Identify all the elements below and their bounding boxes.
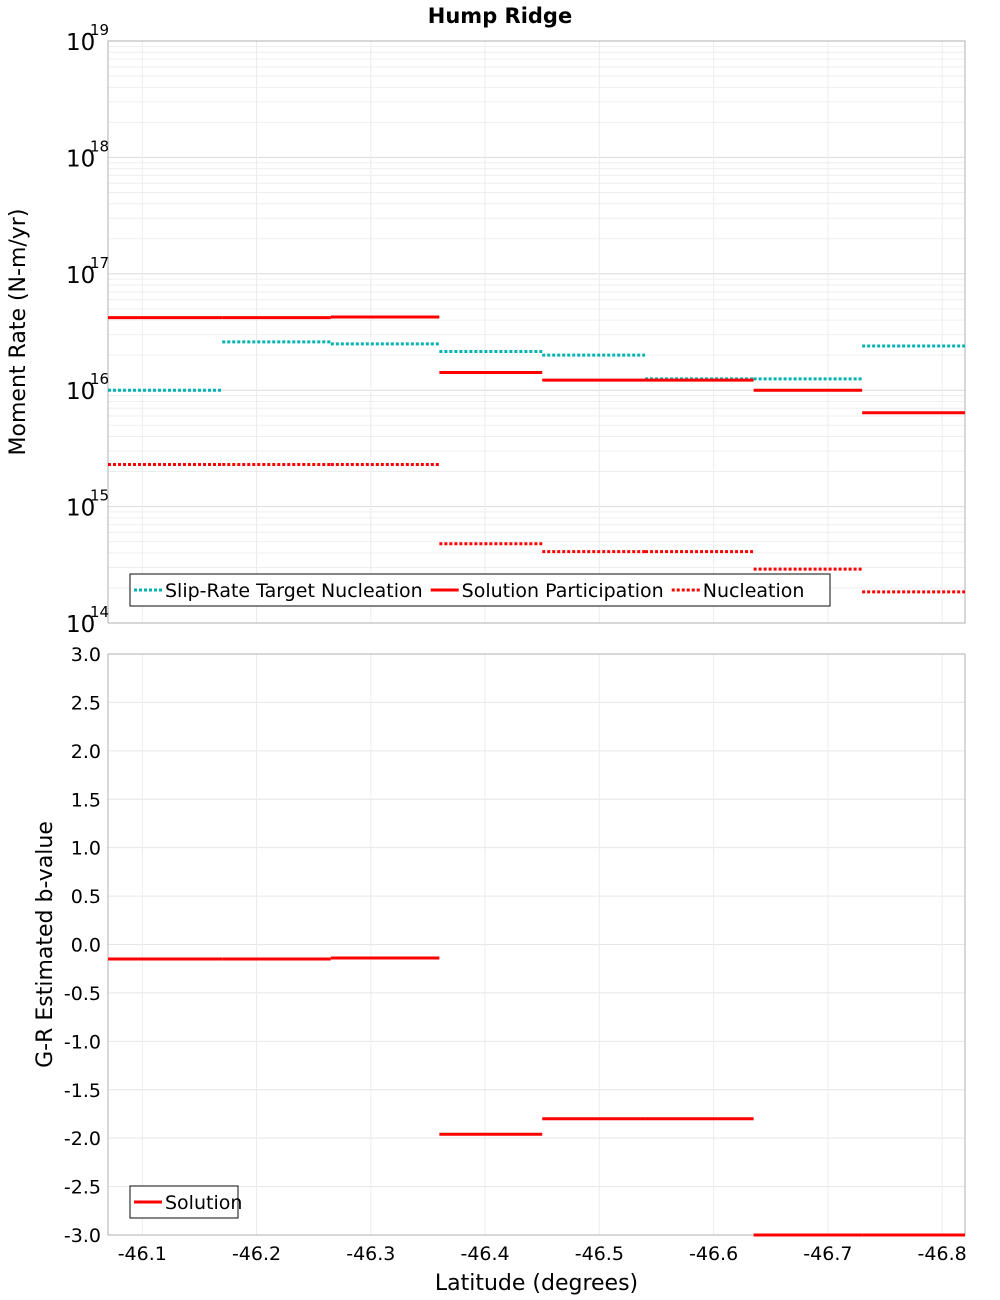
y-tick-label: 3.0 xyxy=(71,644,101,666)
legend-label: Solution Participation xyxy=(462,580,664,602)
y-tick-label: 10 xyxy=(66,146,95,172)
plot-frame xyxy=(107,40,966,624)
y-tick-label: 10 xyxy=(66,496,95,522)
y-tick-label: 0.5 xyxy=(71,886,101,908)
y-tick-label: -1.0 xyxy=(64,1031,101,1053)
legend-label: Solution xyxy=(165,1192,242,1214)
x-axis: -46.1 -46.2 -46.3 -46.4 -46.5 -46.6 -46.7 -46.8… xyxy=(118,1243,967,1296)
y-tick-label: -0.5 xyxy=(64,983,101,1005)
x-tick-label: -46.7 xyxy=(803,1243,852,1265)
y-axis-label: G-R Estimated b-value xyxy=(33,821,58,1068)
legend: Solution xyxy=(129,1185,242,1219)
x-axis-label: Latitude (degrees) xyxy=(435,1271,638,1296)
plot-area xyxy=(108,41,965,623)
y-tick-label: 0.0 xyxy=(71,935,101,957)
legend-label: Nucleation xyxy=(703,580,805,602)
x-tick-label: -46.4 xyxy=(460,1243,509,1265)
y-tick-exponent: 14 xyxy=(90,603,109,621)
y-tick-label: 10 xyxy=(66,263,95,289)
x-tick-label: -46.1 xyxy=(118,1243,167,1265)
legend: Slip-Rate Target Nucleation Solution Part… xyxy=(129,573,831,607)
series-nucleation xyxy=(108,462,965,594)
y-tick-exponent: 15 xyxy=(90,487,109,505)
series-solution-participation xyxy=(108,315,965,415)
x-tick-label: -46.3 xyxy=(346,1243,395,1265)
x-tick-label: -46.2 xyxy=(232,1243,281,1265)
series-solution xyxy=(108,956,965,1237)
b-value-panel: 3.0 2.5 2.0 1.5 1.0 0.5 0.0 -0.5 -1.0 -1.5 -2.0 -2.… xyxy=(33,644,966,1247)
y-tick-label: -1.5 xyxy=(64,1080,101,1102)
y-tick-label: 1.5 xyxy=(71,789,101,811)
x-tick-label: -46.5 xyxy=(575,1243,624,1265)
y-tick-exponent: 19 xyxy=(90,21,109,39)
legend-box xyxy=(129,573,831,607)
y-tick-label: -2.0 xyxy=(64,1128,101,1150)
y-tick-label: 10 xyxy=(66,379,95,405)
y-axis-label: Moment Rate (N-m/yr) xyxy=(6,209,31,456)
x-tick-label: -46.8 xyxy=(918,1243,967,1265)
y-tick-exponent: 17 xyxy=(90,254,109,272)
chart-title: Hump Ridge xyxy=(428,4,572,28)
y-tick-label: 2.5 xyxy=(71,692,101,714)
y-tick-label: 10 xyxy=(66,30,95,56)
y-tick-exponent: 16 xyxy=(90,370,109,388)
y-tick-label: 2.0 xyxy=(71,741,101,763)
x-tick-label: -46.6 xyxy=(689,1243,738,1265)
y-tick-label: 10 xyxy=(66,612,95,638)
plot-frame xyxy=(107,653,966,1236)
y-tick-label: -2.5 xyxy=(64,1177,101,1199)
legend-label: Slip-Rate Target Nucleation xyxy=(165,580,423,602)
y-tick-label: -3.0 xyxy=(64,1225,101,1247)
y-tick-exponent: 18 xyxy=(90,137,109,155)
y-tick-label: 1.0 xyxy=(71,838,101,860)
